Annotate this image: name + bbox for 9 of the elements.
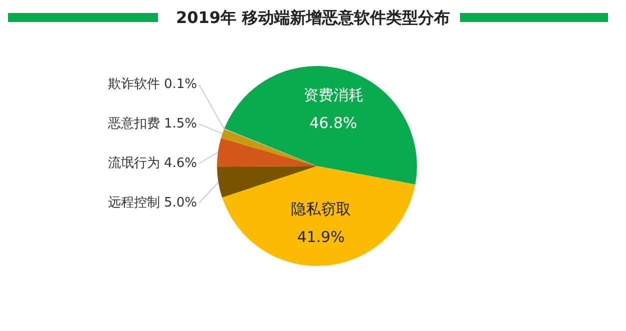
slice-label: 欺诈软件 0.1% xyxy=(108,76,197,92)
slice-label: 恶意扣费 1.5% xyxy=(106,116,197,132)
slice-label: 远程控制 5.0% xyxy=(108,195,197,210)
data-label: 46.8% xyxy=(309,114,358,132)
data-label: 41.9% xyxy=(297,228,345,246)
slice-label: 隐私窃取 xyxy=(290,200,351,218)
slice-label: 流氓行为 4.6% xyxy=(108,154,197,171)
chart-title: 2019年 移动端新增恶意软件类型分布 xyxy=(168,8,458,27)
slice-label: 资费消耗 xyxy=(303,86,364,104)
